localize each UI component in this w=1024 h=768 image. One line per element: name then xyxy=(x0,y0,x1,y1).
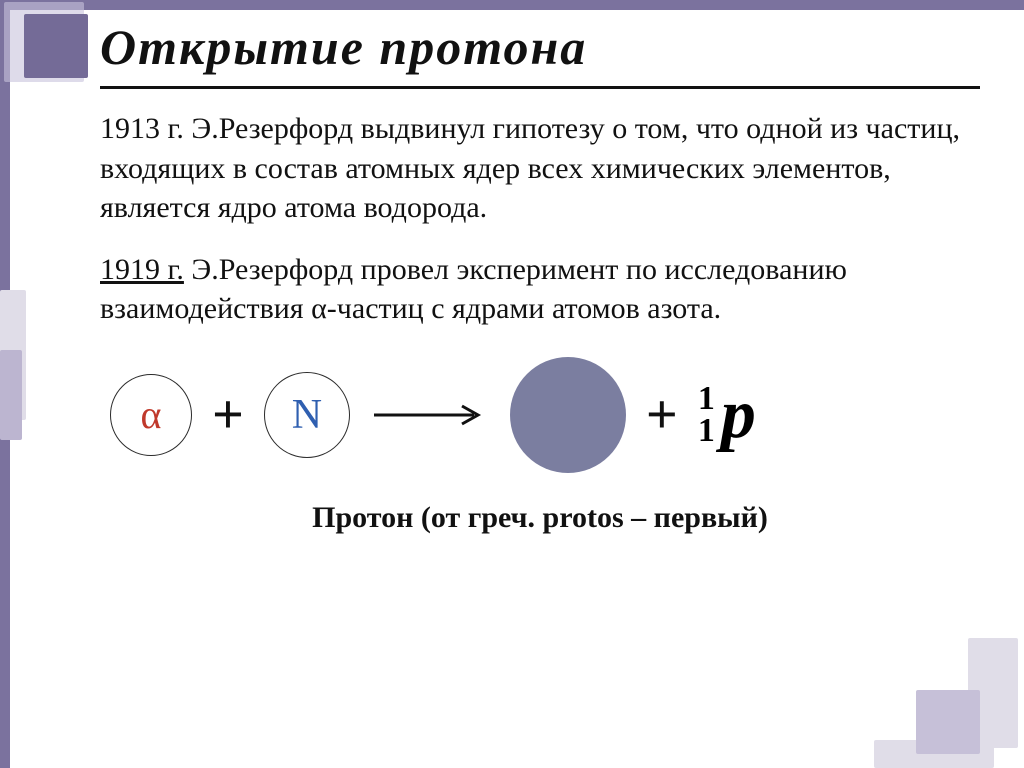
reaction-diagram: α + N + 1 1 p xyxy=(110,357,980,473)
plus-operator-1: + xyxy=(212,383,244,447)
paragraph-1: 1913 г. Э.Резерфорд выдвинул гипотезу о … xyxy=(100,109,980,228)
slide: Открытие протона 1913 г. Э.Резерфорд выд… xyxy=(0,0,1024,768)
product-nucleus xyxy=(510,357,626,473)
paragraph-2-rest: Э.Резерфорд провел эксперимент по исслед… xyxy=(100,253,847,326)
proton-symbol: 1 1 p xyxy=(698,383,756,448)
nitrogen-label: N xyxy=(292,391,322,439)
paragraph-2: 1919 г. Э.Резерфорд провел эксперимент п… xyxy=(100,250,980,329)
alpha-label: α xyxy=(141,391,162,438)
year-1919: 1919 г. xyxy=(100,253,184,286)
footer-etymology: Протон (от греч. protos – первый) xyxy=(100,501,980,535)
alpha-particle: α xyxy=(110,374,192,456)
nitrogen-atom: N xyxy=(264,372,350,458)
proton-letter: p xyxy=(721,387,756,443)
proton-mass: 1 xyxy=(698,383,715,415)
slide-title: Открытие протона xyxy=(100,18,980,89)
arrow-icon xyxy=(370,400,490,430)
corner-square-dark xyxy=(24,14,88,78)
content-area: Открытие протона 1913 г. Э.Резерфорд выд… xyxy=(0,0,1024,768)
proton-charge: 1 xyxy=(698,415,715,447)
plus-operator-2: + xyxy=(646,383,678,447)
